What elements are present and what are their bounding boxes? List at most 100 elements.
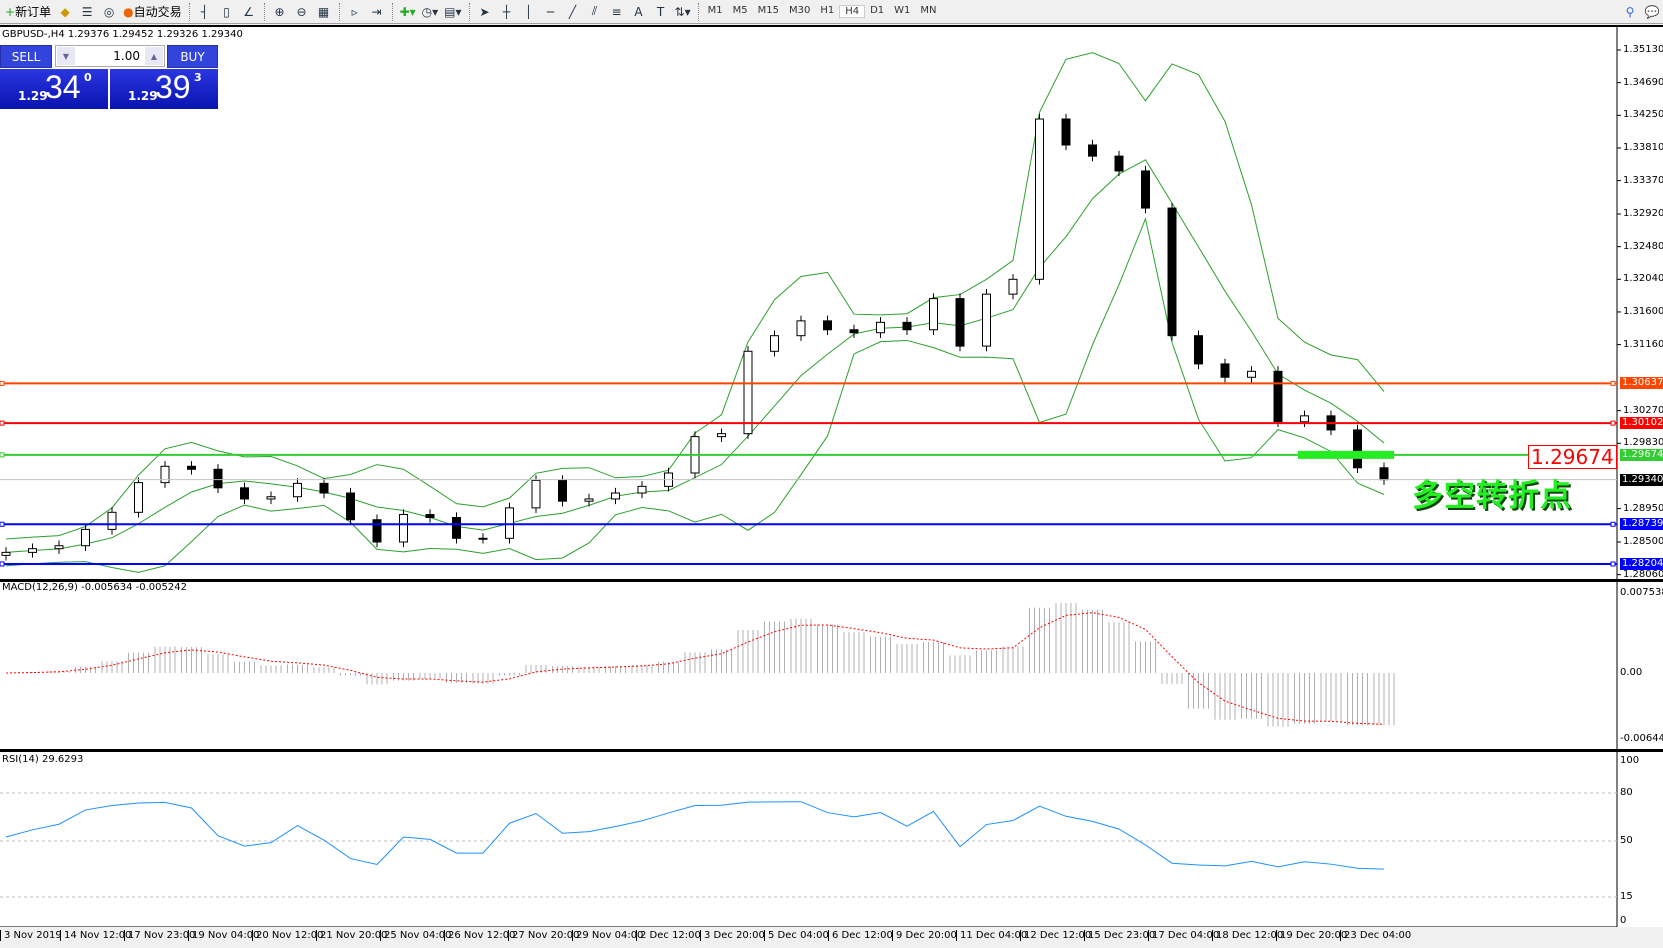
separator [391,2,393,21]
candle [849,329,859,334]
line-handle [0,561,5,567]
macd-tick-label: 0.00 [1620,667,1643,678]
lot-size-value: 1.00 [113,49,140,63]
candle [425,514,435,519]
vertical-line-icon[interactable]: │ [524,4,533,19]
timeframe-h1[interactable]: H1 [820,5,835,16]
price-label-annotation[interactable]: 1.29674 [1528,445,1617,469]
buy-button[interactable]: BUY [167,45,218,68]
chart-shift-icon[interactable]: ⇥ [371,4,382,19]
chart-window[interactable]: GBPUSD-,H4 1.29376 1.29452 1.29326 1.293… [0,25,1663,929]
chart-header: GBPUSD-,H4 1.29376 1.29452 1.29326 1.293… [2,29,243,40]
price-line-tag: 1.30637 [1620,377,1663,390]
line-handle [1610,521,1616,527]
toolbar: + 新订单 ◆ ☰ ◎ ● 自动交易 ┤ ▯ ∠ ⊕ ⊖ ▦ ▹ ⇥ ✚▾ ◷▾ ▤… [0,0,1663,24]
buy-price[interactable]: 1.29 39 3 [110,69,218,109]
bar-chart-icon[interactable]: ┤ [200,4,209,19]
line-handle [1610,561,1616,567]
crosshair-icon[interactable]: ┼ [502,4,511,19]
arrows-icon[interactable]: ⇅▾ [674,4,691,19]
price-tick-label: 1.31160 [1623,338,1663,350]
time-tick-label: 27 Nov 20:00 [508,930,579,941]
candle [876,321,885,334]
time-tick-label: 6 Dec 12:00 [828,930,893,941]
navigator-icon[interactable]: ☰ [81,4,93,19]
text-label-icon[interactable]: T [656,4,665,19]
timeframe-m5[interactable]: M5 [732,5,748,16]
candle [743,350,753,435]
timeframe-m1[interactable]: M1 [707,5,723,16]
tile-windows-icon[interactable]: ▦ [317,4,330,19]
candle [240,487,249,500]
candle [929,298,938,331]
autoscroll-icon[interactable]: ▹ [351,4,358,19]
horizontal-line-icon[interactable]: ─ [546,4,555,19]
lot-size-field[interactable]: ▼ 1.00 ▲ [55,45,165,67]
price-tick-label: 1.35130 [1623,44,1663,55]
time-tick-label: 21 Nov 20:00 [316,930,387,941]
timeframe-mn[interactable]: MN [920,5,937,16]
search-icon[interactable]: ⚲ [1625,4,1635,19]
text-annotation[interactable]: 多空转折点 [1412,478,1572,514]
candle [160,465,170,484]
zoom-in-icon[interactable]: ⊕ [274,4,285,19]
equidistant-channel-icon[interactable]: ⫽ [591,4,598,18]
text-icon[interactable]: A [634,4,643,19]
separator [697,2,699,21]
rsi-tick-label: 15 [1620,891,1633,902]
timeframe-m30[interactable]: M30 [788,5,811,16]
timeframe-h4[interactable]: H4 [839,5,866,18]
trendline-icon[interactable]: ╱ [568,4,577,19]
templates-icon[interactable]: ▤▾ [444,4,462,19]
lot-decrease-button[interactable]: ▼ [57,47,75,65]
time-axis: 3 Nov 2019 14 Nov 12:00 17 Nov 23:00 19 Nov… [0,927,1663,948]
line-handle [0,420,5,426]
candle [81,528,90,547]
candle [266,496,276,500]
line-chart-icon[interactable]: ∠ [243,4,254,19]
candle [611,492,620,500]
time-tick-label: 3 Dec 20:00 [700,930,765,941]
rsi-label: RSI(14) 29.6293 [2,754,84,765]
timeframe-d1[interactable]: D1 [870,5,885,16]
time-tick-label: 20 Nov 12:00 [252,930,323,941]
pane-divider [0,579,1663,582]
price-tick-label: 1.32480 [1623,240,1663,252]
time-tick-label: 23 Dec 04:00 [1340,930,1411,941]
candle [637,485,647,494]
rsi-tick-label: 0 [1620,915,1627,926]
price-line-tag: 1.28204 [1620,557,1663,570]
candle [1141,170,1150,209]
sell-price[interactable]: 1.29 34 0 [0,69,108,109]
auto-trading-button[interactable]: ● 自动交易 [123,4,182,20]
price-tick-label: 1.28060 [1623,568,1663,580]
periods-icon[interactable]: ◷▾ [421,4,439,19]
new-order-button[interactable]: + 新订单 [5,4,52,20]
signals-icon[interactable]: ◎ [103,4,115,19]
cursor-icon[interactable]: ➤ [479,4,490,19]
time-tick-label: 2 Dec 12:00 [636,930,701,941]
sell-button[interactable]: SELL [0,45,52,68]
candle [319,482,329,494]
market-watch-icon[interactable]: ◆ [60,4,70,19]
bollinger-lower [5,217,1385,573]
timeframe-w1[interactable]: W1 [894,5,911,16]
timeframe-m15[interactable]: M15 [757,5,779,16]
candle [1114,155,1124,172]
candle [107,511,117,530]
fibonacci-icon[interactable]: ≡ [611,4,622,19]
chart-canvas[interactable] [0,27,1663,929]
candle [1008,278,1018,295]
rsi-tick-label: 80 [1620,787,1633,798]
pane-divider [0,749,1663,752]
zoom-out-icon[interactable]: ⊖ [296,4,307,19]
lot-increase-button[interactable]: ▲ [145,47,163,65]
candlestick-icon[interactable]: ▯ [223,4,230,19]
time-tick-label: 25 Nov 04:00 [380,930,451,941]
candle [796,320,806,337]
indicators-icon[interactable]: ✚▾ [399,4,416,19]
candle [1,551,11,556]
timeframe-bar: M1 M5 M15 M30 H1 H4 D1 W1 MN [703,5,942,18]
rsi-tick-label: 50 [1620,835,1633,846]
chat-icon[interactable]: 💬 [1644,4,1660,19]
